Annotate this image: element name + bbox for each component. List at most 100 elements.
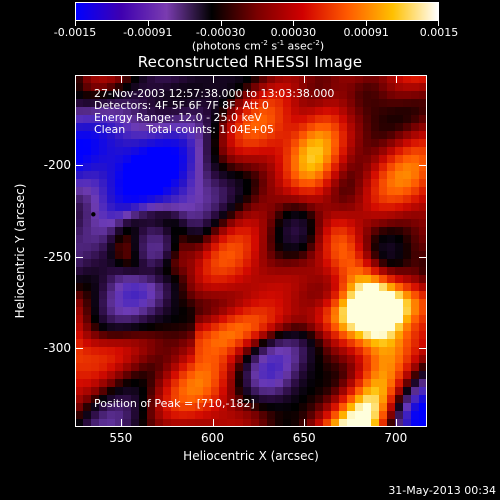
heatmap-cell — [387, 91, 396, 100]
heatmap-cell — [75, 267, 84, 276]
heatmap-cell — [115, 275, 124, 284]
heatmap-cell — [99, 227, 108, 236]
heatmap-cell — [83, 203, 92, 212]
heatmap-cell — [107, 107, 116, 116]
heatmap-cell — [203, 315, 212, 324]
heatmap-cell — [211, 379, 220, 388]
heatmap-cell — [403, 179, 412, 188]
heatmap-cell — [411, 339, 420, 348]
heatmap-cell — [211, 195, 220, 204]
heatmap-cell — [227, 115, 236, 124]
heatmap-cell — [243, 179, 252, 188]
heatmap-cell — [395, 227, 404, 236]
heatmap-cell — [251, 315, 260, 324]
heatmap-cell — [307, 115, 316, 124]
heatmap-cell — [91, 259, 100, 268]
heatmap-cell — [107, 131, 116, 140]
heatmap-cell — [195, 315, 204, 324]
heatmap-cell — [291, 235, 300, 244]
heatmap-cell — [139, 99, 148, 108]
heatmap-cell — [291, 75, 300, 84]
heatmap-cell — [107, 147, 116, 156]
heatmap-cell — [147, 331, 156, 340]
heatmap-cell — [171, 171, 180, 180]
heatmap-cell — [307, 75, 316, 84]
heatmap-cell — [299, 147, 308, 156]
heatmap-cell — [419, 251, 427, 260]
y-tick-mark — [419, 256, 427, 258]
heatmap-cell — [339, 115, 348, 124]
heatmap-cell — [83, 275, 92, 284]
heatmap-cell — [395, 419, 404, 427]
heatmap-cell — [163, 147, 172, 156]
heatmap-cell — [243, 155, 252, 164]
heatmap-cell — [123, 211, 132, 220]
heatmap-cell — [267, 331, 276, 340]
heatmap-cell — [187, 363, 196, 372]
heatmap-cell — [259, 315, 268, 324]
heatmap-cell — [387, 339, 396, 348]
heatmap-cell — [107, 99, 116, 108]
heatmap-cell — [243, 419, 252, 427]
heatmap-cell — [339, 99, 348, 108]
heatmap-cell — [283, 339, 292, 348]
heatmap-cell — [107, 155, 116, 164]
heatmap-cell — [187, 371, 196, 380]
heatmap-cell — [323, 155, 332, 164]
heatmap-cell — [275, 395, 284, 404]
heatmap-cell — [307, 339, 316, 348]
heatmap-cell — [251, 339, 260, 348]
heatmap-cell — [411, 387, 420, 396]
heatmap-cell — [75, 75, 84, 84]
heatmap-cell — [187, 291, 196, 300]
heatmap-cell — [355, 267, 364, 276]
heatmap-cell — [331, 203, 340, 212]
heatmap-cell — [211, 99, 220, 108]
heatmap-cell — [315, 323, 324, 332]
heatmap-cell — [99, 123, 108, 132]
heatmap-cell — [99, 291, 108, 300]
heatmap-cell — [171, 75, 180, 84]
heatmap-cell — [315, 291, 324, 300]
heatmap-cell — [419, 179, 427, 188]
heatmap-cell — [395, 211, 404, 220]
heatmap-cell — [363, 355, 372, 364]
heatmap-cell — [379, 251, 388, 260]
heatmap-cell — [323, 355, 332, 364]
heatmap-cell — [283, 107, 292, 116]
heatmap-cell — [379, 379, 388, 388]
heatmap-cell — [139, 235, 148, 244]
heatmap-cell — [283, 307, 292, 316]
heatmap-cell — [83, 243, 92, 252]
heatmap-cell — [243, 283, 252, 292]
heatmap-cell — [131, 219, 140, 228]
heatmap-cell — [195, 107, 204, 116]
heatmap-cell — [403, 139, 412, 148]
heatmap-cell — [115, 355, 124, 364]
heatmap-cell — [275, 267, 284, 276]
heatmap-cell — [187, 267, 196, 276]
heatmap-cell — [131, 163, 140, 172]
heatmap-cell — [99, 243, 108, 252]
heatmap-cell — [227, 387, 236, 396]
heatmap-cell — [363, 307, 372, 316]
heatmap-cell — [419, 379, 427, 388]
heatmap-cell — [235, 259, 244, 268]
heatmap-cell — [227, 235, 236, 244]
heatmap-cell — [259, 187, 268, 196]
heatmap-cell — [331, 363, 340, 372]
heatmap-cell — [227, 267, 236, 276]
heatmap-cell — [419, 347, 427, 356]
heatmap-cell — [219, 339, 228, 348]
heatmap-cell — [171, 211, 180, 220]
heatmap-cell — [227, 339, 236, 348]
heatmap-cell — [99, 395, 108, 404]
heatmap-cell — [347, 267, 356, 276]
heatmap-cell — [131, 323, 140, 332]
heatmap-cell — [379, 347, 388, 356]
y-tick-mark — [75, 348, 83, 350]
heatmap-cell — [411, 195, 420, 204]
heatmap-cell — [163, 403, 172, 412]
heatmap-cell — [387, 299, 396, 308]
heatmap-cell — [379, 227, 388, 236]
